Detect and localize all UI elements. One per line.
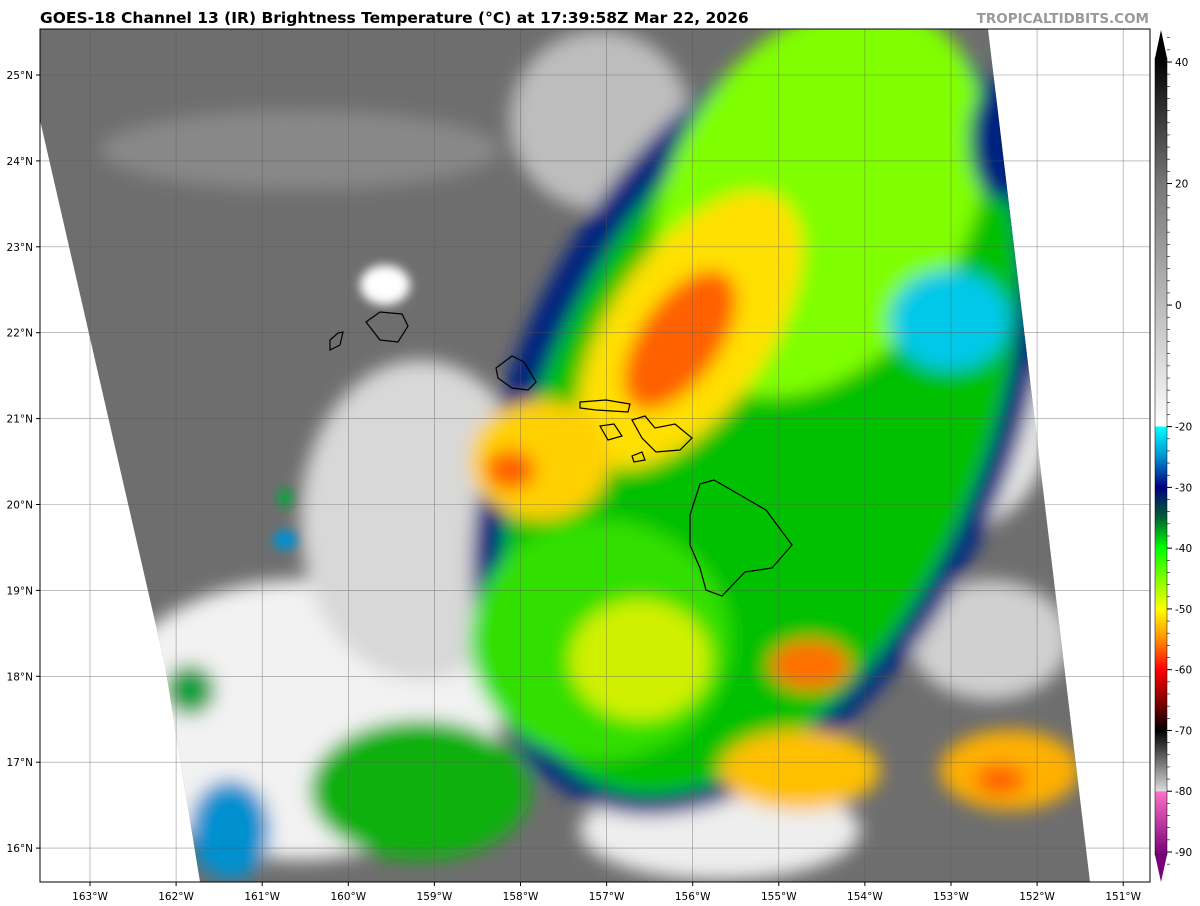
colorbar-tick-label: 40 <box>1175 57 1188 69</box>
coastlines <box>329 311 793 597</box>
colorbar-tick-label: -80 <box>1175 786 1192 798</box>
island-molokai <box>579 399 631 413</box>
colorbar-tick-label: -50 <box>1175 604 1192 616</box>
lat-tick-label: 18°N <box>7 671 33 683</box>
lat-tick-label: 23°N <box>7 242 33 254</box>
colorbar-tick-label: -70 <box>1175 725 1192 737</box>
island-kauai <box>365 311 409 343</box>
colorbar-tick-label: 20 <box>1175 179 1188 191</box>
colorbar-bar <box>1154 57 1168 856</box>
lon-tick-label: 155°W <box>761 891 797 903</box>
lat-tick-label: 24°N <box>7 156 33 168</box>
imagery <box>40 29 1150 882</box>
island-hawaii <box>689 479 793 597</box>
lat-tick-label: 17°N <box>7 757 33 769</box>
lon-tick-label: 154°W <box>847 891 883 903</box>
colorbar: 40 20 0 -20 -30 -40 -50 -60 -70 -80 -90 <box>1154 30 1192 882</box>
map-title: GOES-18 Channel 13 (IR) Brightness Tempe… <box>40 9 749 27</box>
colorbar-max-arrow <box>1155 30 1167 58</box>
colorbar-tick-label: 0 <box>1175 300 1182 312</box>
colorbar-tick-label: -20 <box>1175 422 1192 434</box>
colorbar-tick-label: -40 <box>1175 543 1192 555</box>
lat-tick-label: 16°N <box>7 843 33 855</box>
watermark: TROPICALTIDBITS.COM <box>976 11 1149 27</box>
latitude-axis: 25°N 24°N 23°N 22°N 21°N 20°N 19°N 18°N 17°N 16°N <box>7 70 40 855</box>
colorbar-tick-label: -30 <box>1175 482 1192 494</box>
lon-tick-label: 157°W <box>589 891 625 903</box>
longitude-axis: 163°W 162°W 161°W 160°W 159°W 158°W 157°W 156°W… <box>72 882 1142 903</box>
lon-tick-label: 160°W <box>330 891 366 903</box>
colorbar-min-arrow <box>1155 855 1167 882</box>
island-kahoolawe <box>631 451 646 463</box>
lon-tick-label: 156°W <box>675 891 711 903</box>
lon-tick-label: 162°W <box>158 891 194 903</box>
lon-tick-label: 152°W <box>1019 891 1055 903</box>
lon-tick-label: 151°W <box>1105 891 1141 903</box>
colorbar-tick-label: -90 <box>1175 847 1192 859</box>
island-niihau <box>329 331 344 351</box>
island-oahu <box>495 355 537 391</box>
map-frame <box>39 28 1151 883</box>
lat-tick-label: 25°N <box>7 70 33 82</box>
island-lanai <box>599 423 623 441</box>
lat-tick-label: 21°N <box>7 414 33 426</box>
graticule <box>40 29 1150 882</box>
lat-tick-label: 22°N <box>7 328 33 340</box>
lon-tick-label: 153°W <box>933 891 969 903</box>
island-maui <box>631 415 693 453</box>
colorbar-tick-label: -60 <box>1175 665 1192 677</box>
lon-tick-label: 161°W <box>244 891 280 903</box>
lon-tick-label: 158°W <box>503 891 539 903</box>
lat-tick-label: 19°N <box>7 585 33 597</box>
lon-tick-label: 163°W <box>72 891 108 903</box>
lat-tick-label: 20°N <box>7 500 33 512</box>
lon-tick-label: 159°W <box>417 891 453 903</box>
